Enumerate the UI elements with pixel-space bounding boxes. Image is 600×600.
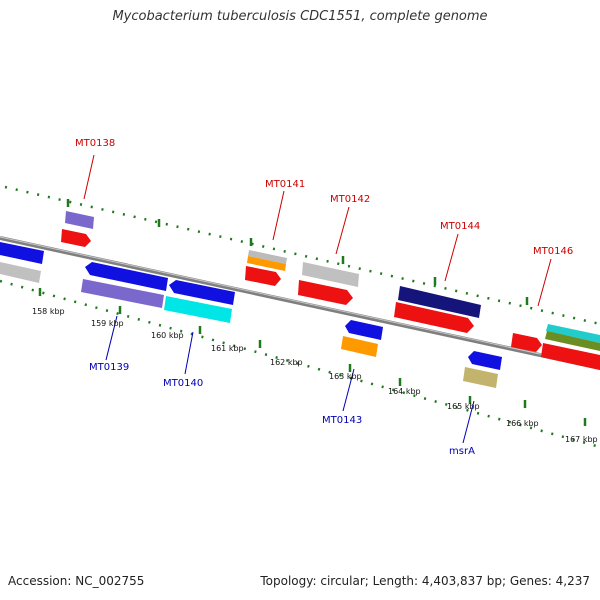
gene-label-forward[interactable]: MT0144 [440, 221, 480, 232]
gene-right-edge-olive [545, 331, 600, 351]
gene-mt0140[interactable] [169, 280, 235, 305]
gene-mt0140-lower [164, 296, 232, 323]
gene-mt0141-orange [247, 256, 286, 271]
gene-label-reverse[interactable]: MT0143 [322, 415, 362, 426]
map-title: Mycobacterium tuberculosis CDC1551, comp… [112, 9, 488, 24]
gene-mt0146[interactable] [511, 333, 542, 352]
scale-label: 166 kbp [506, 419, 539, 428]
gene-mt0139-lower [81, 279, 164, 308]
gene-msra [463, 367, 498, 388]
scale-label: 165 kbp [447, 402, 480, 411]
scale-ticks [38, 199, 587, 426]
scale-label: 159 kbp [91, 319, 124, 328]
reverse-genes [81, 262, 502, 388]
gene-mt0142-upper [302, 262, 359, 287]
scale-label: 167 kbp [565, 435, 598, 444]
scale-label: 161 kbp [211, 344, 244, 353]
genome-backbone-highlight [0, 236, 600, 368]
gene-mt0138[interactable] [61, 229, 91, 247]
gene-label-forward[interactable]: MT0142 [330, 194, 370, 205]
genome-stats-text: Topology: circular; Length: 4,403,837 bp… [260, 574, 590, 588]
gene-labels: MT0138 MT0141 MT0142 MT0144 MT0146 MT013… [75, 138, 573, 457]
gene-mt0141[interactable] [245, 266, 281, 286]
scale-label: 160 kbp [151, 331, 184, 340]
accession-text: Accession: NC_002755 [8, 574, 145, 588]
scale-label: 162 kbp [270, 358, 303, 367]
gene-mt0141-upper [248, 250, 287, 264]
scale-label: 164 kbp [388, 387, 421, 396]
gene-label-forward[interactable]: MT0138 [75, 138, 115, 149]
gene-mt0139[interactable] [85, 262, 168, 291]
scale-labels: 158 kbp 159 kbp 160 kbp 161 kbp 162 kbp … [32, 307, 598, 444]
gene-mt0143 [341, 336, 378, 357]
gene-label-reverse[interactable]: MT0140 [163, 378, 203, 389]
gene-mt0143-upper[interactable] [345, 320, 383, 340]
scale-label: 158 kbp [32, 307, 65, 316]
gene-left-edge-gray [0, 262, 41, 283]
gene-mt0144-upper [398, 286, 481, 318]
leader-lines [83, 154, 552, 444]
genome-backbone [0, 236, 600, 370]
gene-right-edge-red [541, 343, 600, 370]
gene-label-forward[interactable]: MT0146 [533, 246, 573, 257]
gene-mt0142[interactable] [298, 280, 353, 305]
gene-label-forward[interactable]: MT0141 [265, 179, 305, 190]
gene-msra-upper[interactable] [468, 351, 502, 370]
scale-label: 163 kbp [329, 372, 362, 381]
gene-mt0138-upper [65, 211, 94, 229]
gene-mt0144[interactable] [394, 302, 474, 333]
gene-right-edge-cyan [546, 324, 600, 343]
gene-left-edge-blue [0, 242, 44, 264]
forward-genes [0, 211, 600, 370]
reverse-tick-track [0, 279, 600, 449]
gene-label-reverse[interactable]: msrA [449, 446, 475, 457]
gene-label-reverse[interactable]: MT0139 [89, 362, 129, 373]
